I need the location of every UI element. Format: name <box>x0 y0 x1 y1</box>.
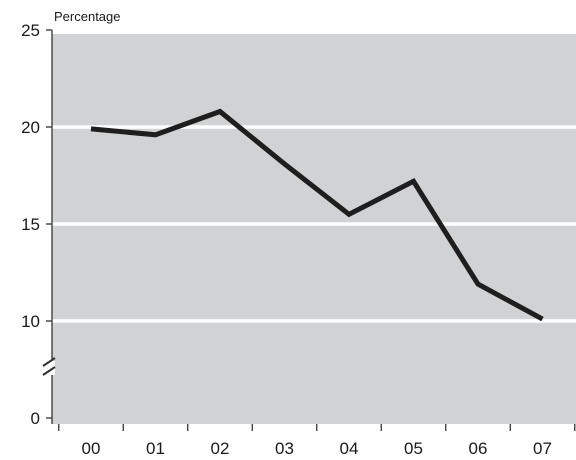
x-tick-label-03: 03 <box>275 439 294 458</box>
y-axis-ticks: 0 10 15 20 25 <box>21 21 52 428</box>
y-tick-label-10: 10 <box>21 312 40 331</box>
plot-background <box>52 34 576 424</box>
x-tick-label-04: 04 <box>340 439 359 458</box>
x-tick-label-06: 06 <box>469 439 488 458</box>
y-tick-label-15: 15 <box>21 215 40 234</box>
y-axis-break-mark <box>42 357 56 376</box>
x-tick-label-01: 01 <box>146 439 165 458</box>
x-tick-label-02: 02 <box>211 439 230 458</box>
series-line-0 <box>90 108 544 322</box>
y-tick-label-20: 20 <box>21 118 40 137</box>
x-tick-label-05: 05 <box>404 439 423 458</box>
x-tick-label-07: 07 <box>533 439 552 458</box>
y-axis-title: Percentage <box>54 9 121 24</box>
axis-break-stroke-lower <box>42 366 56 376</box>
gridlines <box>52 125 576 323</box>
x-tick-label-00: 00 <box>82 439 101 458</box>
x-axis-ticks: 00 01 02 03 04 05 06 07 <box>58 424 576 458</box>
axis-break-stroke-upper <box>42 357 56 367</box>
series-group <box>90 108 544 322</box>
y-tick-label-25: 25 <box>21 21 40 40</box>
y-tick-label-0: 0 <box>31 409 40 428</box>
